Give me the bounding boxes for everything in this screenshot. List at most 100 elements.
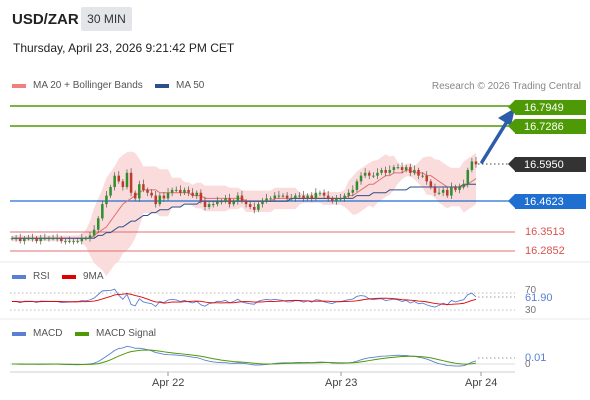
candle-body — [47, 238, 51, 240]
candle-body — [129, 172, 133, 193]
candle-body — [355, 181, 359, 190]
candle-body — [216, 201, 219, 205]
candle-body — [133, 192, 137, 199]
candle-body — [417, 169, 420, 176]
candle-body — [347, 192, 350, 196]
candle-body — [105, 195, 108, 205]
rsi-ma-line — [12, 293, 477, 305]
candle-body — [138, 184, 141, 199]
candle-body — [458, 187, 461, 190]
candle-body — [183, 189, 186, 193]
candle-body — [224, 198, 227, 202]
candle-body — [72, 241, 75, 243]
candle-body — [454, 187, 457, 190]
s2-price-label: 16.2852 — [525, 245, 565, 257]
candle-body — [404, 167, 408, 170]
candle-body — [409, 167, 412, 173]
candle-body — [351, 189, 355, 193]
ma20-swatch — [12, 83, 26, 88]
candle-body — [298, 195, 301, 197]
candle-body — [253, 206, 256, 210]
candle-body — [187, 189, 190, 193]
legend-macd-label: MACD — [33, 328, 63, 339]
candle-body — [429, 181, 433, 188]
candle-body — [376, 172, 379, 176]
candle-body — [31, 238, 34, 240]
candle-body — [462, 184, 465, 188]
candle-body — [285, 195, 289, 199]
candle-body — [14, 238, 18, 240]
candle-body — [203, 201, 207, 207]
candle-body — [392, 167, 396, 170]
candle-body — [314, 192, 318, 199]
candle-body — [80, 238, 84, 242]
candle-body — [232, 201, 235, 205]
candle-body — [445, 189, 449, 196]
candle-body — [96, 218, 100, 230]
candle-body — [207, 204, 211, 207]
candle-body — [257, 204, 260, 210]
rsi-lower-label: 30 — [525, 305, 537, 316]
candle-body — [470, 161, 474, 170]
candle-body — [294, 195, 297, 199]
candle-body — [331, 198, 334, 202]
candle-body — [92, 229, 96, 236]
interval-button[interactable]: 30 MIN — [81, 7, 132, 31]
r1-price-tag: 16.7286 — [508, 119, 586, 134]
candle-body — [343, 195, 346, 199]
macd-signal-swatch — [75, 331, 89, 336]
candle-body — [380, 169, 383, 173]
candle-body — [413, 169, 416, 173]
candle-body — [302, 195, 305, 199]
pair-title: USD/ZAR — [12, 11, 79, 28]
candle-body — [277, 195, 281, 197]
candle-body — [244, 201, 248, 205]
candle-body — [384, 169, 387, 173]
candle-body — [363, 172, 367, 176]
candle-body — [248, 204, 252, 207]
candle-body — [64, 241, 67, 243]
candle-body — [113, 175, 116, 188]
candle-body — [335, 198, 338, 202]
candle-body — [10, 238, 14, 240]
candle-body — [273, 195, 277, 199]
candle-body — [191, 192, 194, 196]
legend-ma20-label: MA 20 + Bollinger Bands — [33, 80, 143, 91]
candle-body — [88, 235, 92, 239]
rsi-ma-swatch — [62, 274, 76, 279]
candle-body — [281, 195, 285, 197]
legend-rsi-ma-label: 9MA — [83, 271, 104, 282]
candle-body — [195, 192, 199, 196]
legend-macd-signal: MACD Signal — [75, 328, 156, 339]
candle-body — [421, 175, 424, 177]
candle-body — [367, 172, 371, 176]
candle-body — [68, 241, 71, 243]
s1-price-label: 16.3513 — [525, 226, 565, 238]
candle-body — [306, 195, 309, 199]
candle-body — [60, 238, 63, 242]
candle-body — [372, 175, 375, 177]
candle-body — [425, 175, 428, 182]
candle-body — [466, 169, 470, 185]
candlesticks — [10, 156, 478, 245]
candle-body — [150, 192, 153, 196]
candle-body — [166, 192, 170, 199]
candle-body — [339, 198, 342, 200]
candle-body — [450, 187, 453, 196]
candle-body — [269, 198, 272, 200]
legend-ma20: MA 20 + Bollinger Bands — [12, 80, 143, 91]
candle-body — [433, 187, 437, 193]
macd-zero-label: 0 — [525, 359, 531, 370]
rsi-swatch — [12, 274, 26, 279]
candle-body — [109, 187, 112, 196]
candle-body — [179, 189, 182, 193]
pivot-price-tag: 16.4623 — [508, 194, 586, 209]
legend-ma50: MA 50 — [155, 80, 204, 91]
legend-macd: MACD — [12, 328, 62, 339]
x-label-apr22: Apr 22 — [152, 377, 185, 389]
candle-body — [236, 195, 240, 202]
candle-body — [441, 189, 445, 193]
candle-body — [101, 204, 104, 219]
timestamp: Thursday, April 23, 2026 9:21:42 PM CET — [13, 41, 235, 55]
